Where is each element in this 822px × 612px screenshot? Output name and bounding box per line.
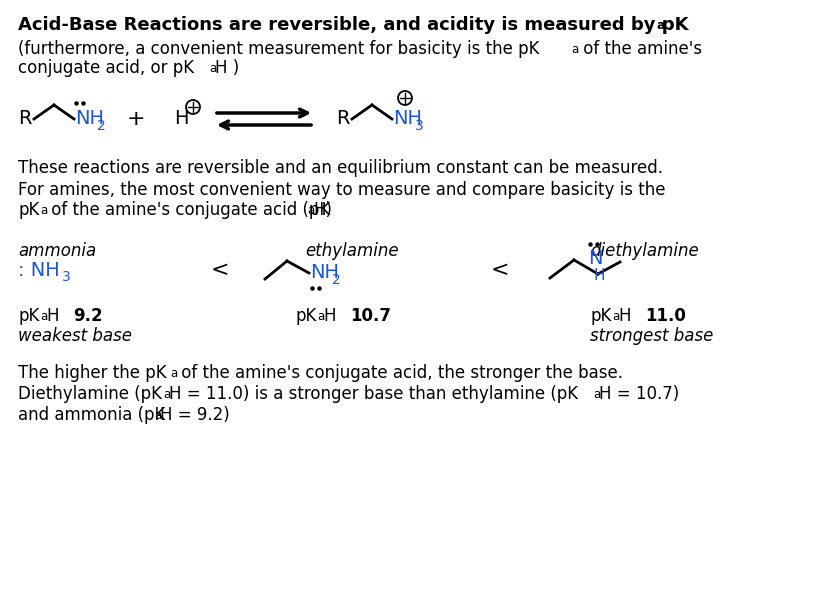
Text: of the amine's conjugate acid, the stronger the base.: of the amine's conjugate acid, the stron… [176, 364, 623, 382]
Text: 2: 2 [97, 119, 106, 133]
Text: 11.0: 11.0 [645, 307, 686, 325]
Text: a: a [612, 310, 619, 323]
Text: H: H [593, 267, 604, 283]
Text: weakest base: weakest base [18, 327, 132, 345]
Text: For amines, the most convenient way to measure and compare basicity is the: For amines, the most convenient way to m… [18, 181, 666, 199]
Text: of the amine's conjugate acid (pK: of the amine's conjugate acid (pK [46, 201, 330, 219]
Text: : NH: : NH [18, 261, 60, 280]
Text: H: H [323, 307, 335, 325]
Text: Diethylamine (pK: Diethylamine (pK [18, 385, 162, 403]
Text: Acid-Base Reactions are reversible, and acidity is measured by pK: Acid-Base Reactions are reversible, and … [18, 16, 689, 34]
Text: a: a [154, 409, 161, 422]
Text: <: < [210, 260, 229, 280]
Text: 3: 3 [62, 270, 71, 284]
Text: pK: pK [18, 201, 39, 219]
Text: 2: 2 [332, 273, 341, 287]
Text: NH: NH [393, 108, 422, 127]
Text: NH: NH [75, 108, 104, 127]
Text: a: a [656, 19, 664, 32]
Text: conjugate acid, or pK: conjugate acid, or pK [18, 59, 194, 77]
Text: H: H [174, 110, 188, 129]
Text: H = 10.7): H = 10.7) [599, 385, 679, 403]
Text: H: H [618, 307, 630, 325]
Text: pK: pK [295, 307, 316, 325]
Text: 9.2: 9.2 [73, 307, 103, 325]
Text: and ammonia (pK: and ammonia (pK [18, 406, 165, 424]
Text: H = 9.2): H = 9.2) [160, 406, 230, 424]
Text: The higher the pK: The higher the pK [18, 364, 167, 382]
Text: a: a [40, 310, 47, 323]
Text: a: a [317, 310, 324, 323]
Text: 3: 3 [415, 119, 424, 133]
Text: NH: NH [310, 263, 339, 282]
Text: These reactions are reversible and an equilibrium constant can be measured.: These reactions are reversible and an eq… [18, 159, 663, 177]
Text: H: H [46, 307, 58, 325]
Text: a: a [170, 367, 178, 380]
Text: ethylamine: ethylamine [305, 242, 399, 260]
Text: ammonia: ammonia [18, 242, 96, 260]
Text: of the amine's: of the amine's [578, 40, 702, 58]
Text: pK: pK [590, 307, 612, 325]
Text: a: a [593, 388, 600, 401]
Text: a: a [307, 204, 314, 217]
Text: pK: pK [18, 307, 39, 325]
Text: <: < [491, 260, 510, 280]
Text: (furthermore, a convenient measurement for basicity is the pK: (furthermore, a convenient measurement f… [18, 40, 539, 58]
Text: a: a [40, 204, 47, 217]
Text: H): H) [313, 201, 332, 219]
Text: a: a [209, 62, 216, 75]
Text: +: + [127, 109, 145, 129]
Text: H ): H ) [215, 59, 239, 77]
Text: strongest base: strongest base [590, 327, 713, 345]
Text: H = 11.0) is a stronger base than ethylamine (pK: H = 11.0) is a stronger base than ethyla… [169, 385, 578, 403]
Text: a: a [163, 388, 170, 401]
Text: N: N [588, 250, 603, 269]
Text: R: R [18, 110, 31, 129]
Text: R: R [336, 110, 349, 129]
Text: diethylamine: diethylamine [590, 242, 699, 260]
Text: 10.7: 10.7 [350, 307, 391, 325]
Text: a: a [571, 43, 578, 56]
